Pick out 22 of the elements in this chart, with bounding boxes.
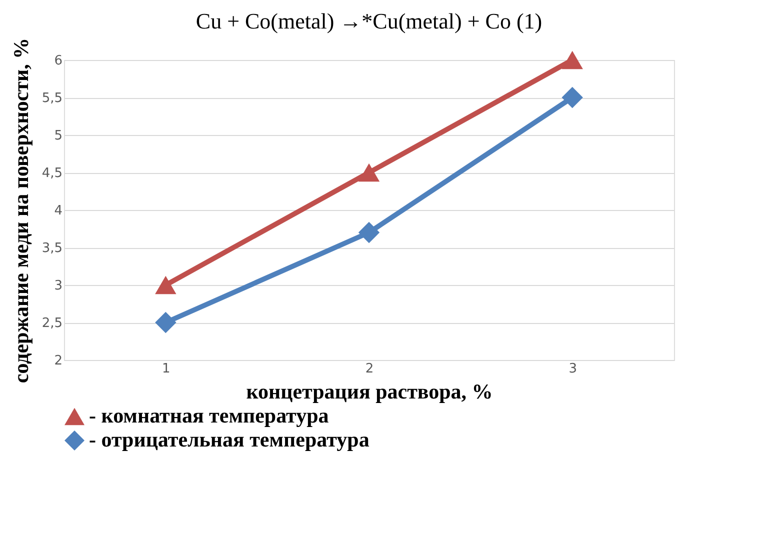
x-tick-label: 2 <box>365 362 374 376</box>
point <box>562 86 583 108</box>
y-tick-label: 4 <box>54 204 62 218</box>
x-axis-title: концетрация раствора, % <box>246 380 493 404</box>
y-axis-title: содержание меди на поверхности, % <box>8 38 33 384</box>
y-tick-label: 5 <box>54 128 62 144</box>
point <box>155 276 176 294</box>
chart-title: Cu + Co(metal) →*Cu(metal) + Co (1) <box>196 8 542 34</box>
y-tick-label: 3,5 <box>42 241 62 256</box>
x-tick-label: 1 <box>162 362 170 376</box>
y-tick-label: 6 <box>54 54 62 68</box>
point <box>155 312 176 334</box>
y-tick-label: 2,5 <box>42 316 62 331</box>
y-tick-label: 5,5 <box>42 91 62 106</box>
point <box>562 50 583 70</box>
point <box>358 222 380 244</box>
point <box>358 163 380 182</box>
y-tick-label: 3 <box>54 278 62 294</box>
x-tick-label: 3 <box>568 362 577 376</box>
y-tick-label: 4,5 <box>42 166 62 181</box>
legend-label: - комнатная температура <box>89 404 330 428</box>
legend-label: - отрицательная температура <box>89 428 370 452</box>
